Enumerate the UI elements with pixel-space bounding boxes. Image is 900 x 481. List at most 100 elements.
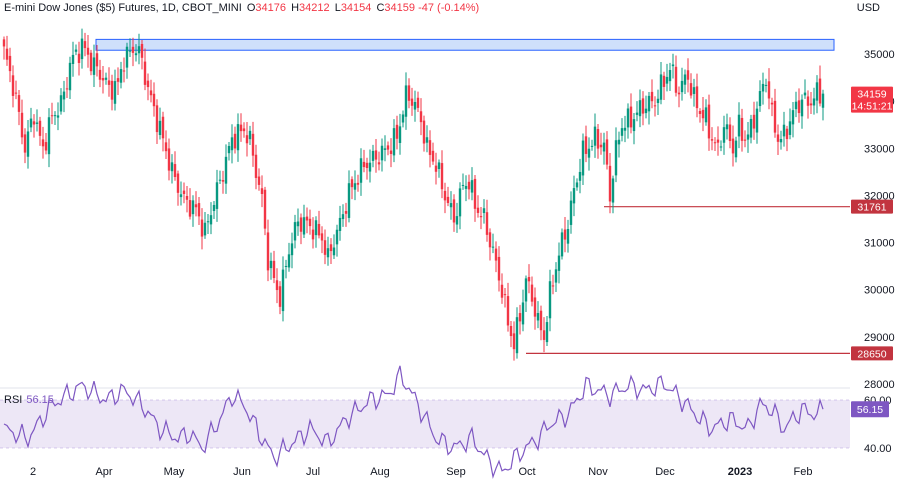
candle [107,67,111,97]
candle [176,170,180,206]
rsi-value-tag: 56.15 [851,401,889,418]
candle [386,141,390,156]
candle [695,73,699,118]
candle [35,109,39,132]
candle [812,87,816,115]
candle [197,196,201,226]
candle [629,93,633,134]
candle [620,118,624,142]
candle [311,217,315,249]
resistance-zone[interactable] [95,38,835,51]
candle [437,159,441,178]
candle [188,188,192,220]
candle [473,175,477,222]
candle [551,274,555,295]
candle [377,151,381,171]
candle [512,321,516,361]
candle [800,94,804,129]
candle [200,208,204,250]
change-value: -47 (-0.14%) [418,2,480,14]
candle [428,130,432,168]
rsi-name: RSI [4,394,23,406]
candle [653,96,657,117]
candle [488,228,492,261]
time-axis[interactable]: 2 Apr May Jun Jul Aug Sep Oct Nov Dec 2023 Feb [30,466,813,478]
candle [248,125,252,145]
candle [635,101,639,122]
candle [497,246,501,292]
candle [44,132,48,155]
svg-text:56.15: 56.15 [857,404,883,416]
candle [251,121,255,167]
close-label: C [376,2,385,14]
candle [383,135,387,162]
candle [245,121,249,157]
time-tick-label: Jul [306,466,320,478]
candle [557,242,561,284]
candle [755,101,759,144]
candle [350,176,354,200]
candle [521,289,525,332]
high-label: H [291,2,300,14]
candle [149,79,153,103]
candle [122,57,126,83]
candle [395,115,399,150]
support-levels [526,206,850,354]
candle [464,175,468,202]
candle [749,114,753,144]
candle [110,74,114,111]
candle [458,182,462,230]
candle [788,108,792,140]
candle [563,217,567,253]
candle [764,78,768,93]
candle [38,116,42,146]
candle [392,119,396,163]
candle [419,98,423,136]
close-value: 34159 [384,2,416,14]
candle [62,80,66,113]
candle [146,73,150,101]
candle [683,69,687,94]
candle [593,113,597,158]
candle [80,28,84,69]
candle [407,78,411,109]
candle [272,250,276,284]
candle [140,40,144,70]
level-tag: 31761 [851,199,893,214]
candle [53,111,57,126]
candle [269,252,273,280]
candle [710,127,714,151]
time-tick-label: Aug [370,466,390,478]
candle [26,120,30,169]
candle [572,175,576,217]
candle [560,228,564,260]
candle [722,115,726,155]
rsi-line [3,365,824,480]
candle [509,320,513,348]
candle [491,233,495,254]
candle [782,111,786,147]
candle [686,58,690,93]
candle [23,128,27,164]
candle [212,201,216,219]
candle [599,132,603,155]
time-tick-label: Dec [655,466,675,478]
candle [575,178,579,191]
candle [542,317,546,353]
candle [692,78,696,107]
time-tick-label: Jun [233,466,251,478]
candle [539,305,543,341]
candle [677,86,681,108]
candle [725,113,729,140]
candle [506,282,510,332]
candle [5,35,9,66]
currency-label[interactable]: USD [856,2,880,14]
price-axis[interactable]: 3500034000330003200031000300002900028000 [864,49,895,391]
candle [470,167,474,201]
symbol-title[interactable]: E-mini Dow Jones ($5) Futures, 1D, CBOT_… [4,2,242,14]
open-label: O [246,2,256,14]
